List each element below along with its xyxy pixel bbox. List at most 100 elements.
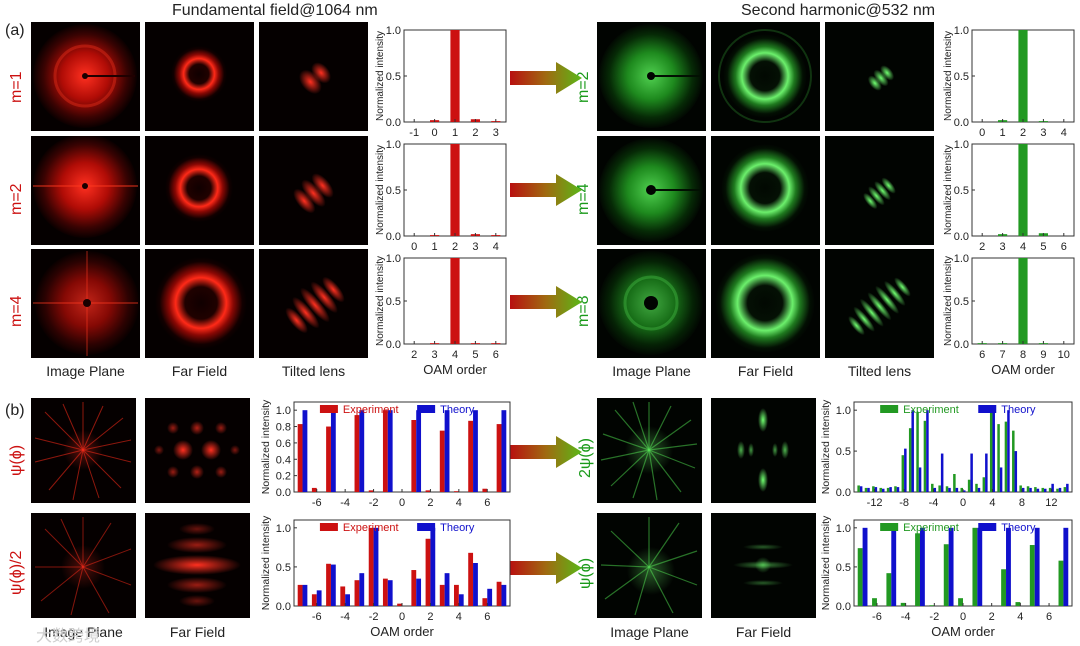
- x-axis-label: OAM order: [370, 624, 434, 639]
- bar-experiment--4: [340, 586, 346, 606]
- bar-theory--8: [904, 448, 907, 492]
- bar-experiment-8: [1019, 485, 1022, 492]
- legend-swatch-theory: [417, 405, 436, 413]
- bar-experiment--1: [953, 474, 956, 492]
- legend-swatch-theory: [978, 523, 997, 531]
- bar-experiment-3: [1001, 569, 1007, 606]
- x-tick-label: 6: [1046, 611, 1052, 623]
- bar-experiment-2: [425, 538, 431, 606]
- y-tick-label: 1.0: [386, 253, 401, 265]
- bar-theory--5: [891, 527, 897, 606]
- y-tick-label: 0.5: [386, 185, 401, 197]
- chart-b-right-psi: Normalized intensity 0.0 0.5 1.0 -6 -4 -2 0 2 4 6 E…: [820, 515, 1073, 639]
- x-tick-label: 7: [1000, 349, 1006, 361]
- bar-experiment--2: [368, 490, 374, 492]
- bar-experiment-2: [425, 490, 431, 492]
- x-tick-label: 6: [979, 349, 985, 361]
- bar-theory-1: [416, 410, 422, 492]
- y-axis-label: Normalized intensity: [375, 31, 386, 121]
- caption-far-field-a-right: Far Field: [737, 363, 794, 379]
- bar-theory-6: [487, 588, 493, 606]
- y-tick-label: 0.5: [386, 296, 401, 308]
- bar-theory--1: [948, 527, 954, 606]
- y-tick-label: 0.5: [836, 562, 851, 574]
- panel-label-b: (b): [5, 402, 25, 419]
- arrow-right-icon: [510, 436, 582, 468]
- bar-experiment--5: [326, 426, 331, 492]
- bar-experiment-4: [454, 584, 459, 606]
- y-tick-label: 0.5: [836, 446, 851, 458]
- bar-theory-3: [444, 573, 450, 606]
- x-tick-label: 0: [399, 497, 405, 509]
- tilted-lens-red-m4: [259, 249, 368, 358]
- bar-experiment-5: [1029, 545, 1035, 606]
- x-axis-label: OAM order: [423, 362, 487, 377]
- x-tick-label: 4: [1017, 611, 1023, 623]
- bar-theory-11: [1044, 488, 1047, 492]
- bar-experiment--5: [886, 573, 892, 606]
- x-tick-label: 4: [989, 497, 995, 509]
- bar-theory-13: [1058, 487, 1062, 492]
- y-tick-label: 1.0: [276, 523, 291, 535]
- x-tick-label: 6: [1061, 241, 1067, 253]
- y-tick-label: 0.0: [954, 339, 969, 351]
- far-field-red-m4: [145, 249, 254, 358]
- bar-experiment-14: [1063, 487, 1067, 492]
- x-tick-label: -6: [872, 611, 882, 623]
- bar-experiment-5: [468, 420, 474, 492]
- far-field-green-m4: [711, 136, 820, 245]
- far-field-red-m1: [145, 22, 254, 131]
- bar-theory-3: [444, 410, 450, 492]
- bar-theory--3: [919, 527, 925, 606]
- x-tick-label: -4: [929, 497, 939, 509]
- bar-theory-7: [1014, 451, 1018, 492]
- y-tick-label: 0.0: [386, 117, 401, 129]
- x-tick-label: 9: [1040, 349, 1046, 361]
- bar-experiment--7: [297, 584, 303, 606]
- y-tick-label: 0.6: [276, 438, 291, 450]
- far-field-red-psi-half: [145, 513, 250, 618]
- bar-theory-7: [501, 584, 507, 606]
- bar-theory-10: [1036, 488, 1040, 492]
- y-axis-label: Normalized intensity: [260, 515, 272, 610]
- bar-theory-0: [963, 490, 966, 492]
- bar-theory--3: [359, 410, 365, 492]
- bar-theory-5: [1034, 527, 1040, 606]
- caption-far-field-a-left: Far Field: [171, 363, 228, 379]
- bar-experiment--1: [943, 544, 949, 606]
- x-tick-label: 12: [1045, 497, 1057, 509]
- chart-b-left-psi-half: Normalized intensity 0.0 0.5 1.0 -6 -4 -2 0 2 4 6 E…: [260, 515, 511, 639]
- x-tick-label: 2: [989, 611, 995, 623]
- bar-experiment--7: [857, 548, 863, 606]
- caption-image-plane-b-right: Image Plane: [610, 624, 689, 640]
- y-tick-label: 0.5: [276, 562, 291, 574]
- y-tick-label: 1.0: [836, 523, 851, 535]
- tilted-lens-green-m4: [825, 136, 934, 245]
- far-field-green-m2: [711, 22, 820, 131]
- row-label-a-left-2: m=2: [8, 183, 25, 215]
- x-tick-label: 0: [960, 497, 966, 509]
- bar-theory--3: [940, 453, 944, 492]
- y-tick-label: 0.8: [276, 422, 291, 434]
- x-tick-label: 6: [484, 611, 490, 623]
- bar-4: [450, 258, 460, 344]
- arrow-right-icon: [510, 552, 582, 584]
- y-tick-label: 0.5: [954, 185, 969, 197]
- y-axis-label: Normalized intensity: [943, 145, 954, 235]
- bar-theory-4: [458, 594, 464, 606]
- bar-experiment--11: [879, 487, 882, 492]
- bar-experiment--3: [354, 580, 360, 606]
- bar-experiment--3: [915, 533, 920, 606]
- x-tick-label: 4: [456, 611, 462, 623]
- caption-image-plane-b-left: Image Plane: [44, 624, 123, 640]
- y-axis-label: Normalized intensity: [943, 256, 954, 346]
- y-tick-label: 0.5: [954, 71, 969, 83]
- bar-experiment-7: [496, 581, 502, 606]
- row-label-b-left-2: ψ(ϕ)/2: [8, 550, 25, 595]
- arrow-right-icon: [510, 62, 582, 94]
- bar-2: [1018, 30, 1028, 122]
- caption-image-plane-a-right: Image Plane: [612, 363, 691, 379]
